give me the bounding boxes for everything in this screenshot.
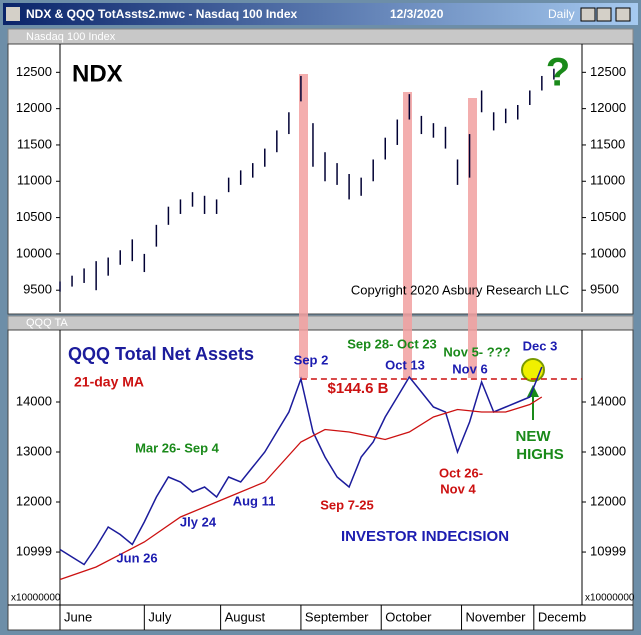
- y-tick-label: 11000: [590, 173, 625, 188]
- y-tick-label: 12500: [590, 64, 626, 79]
- window-title: NDX & QQQ TotAssts2.mwc - Nasdaq 100 Ind…: [26, 7, 298, 21]
- annotation: $144.6 B: [328, 380, 389, 397]
- unit-label: x10000000: [585, 593, 635, 604]
- legend-label: QQQ Total Net Assets: [68, 344, 254, 364]
- series-line: [59, 396, 543, 581]
- y-tick-label: 9500: [23, 282, 52, 297]
- y-tick-label: 12000: [590, 493, 626, 508]
- annotation: NEW: [516, 428, 552, 445]
- annotation: Sep 28- Oct 23: [347, 336, 437, 351]
- window-interval: Daily: [548, 7, 575, 21]
- y-tick-label: 14000: [16, 393, 52, 408]
- annotation: Aug 11: [233, 493, 276, 508]
- y-tick-label: 9500: [590, 282, 619, 297]
- y-tick-label: 10999: [16, 543, 52, 558]
- annotation: Nov 6: [452, 361, 487, 376]
- y-tick-label: 10000: [590, 245, 626, 260]
- annotation: Copyright 2020 Asbury Research LLC: [351, 282, 569, 297]
- annotation: Mar 26- Sep 4: [135, 440, 220, 455]
- close-button[interactable]: [615, 7, 631, 22]
- y-tick-label: 11500: [590, 136, 625, 151]
- x-tick-label: October: [385, 609, 432, 624]
- x-tick-label: November: [466, 609, 527, 624]
- annotation: INVESTOR INDECISION: [341, 528, 509, 545]
- highlight-band: [403, 92, 412, 378]
- annotation: Nov 4: [440, 481, 476, 496]
- annotation: HIGHS: [516, 446, 564, 463]
- window-date: 12/3/2020: [390, 7, 444, 21]
- highlight-band: [468, 98, 477, 378]
- annotation: Jly 24: [180, 514, 217, 529]
- highlight-bands: [299, 74, 477, 378]
- x-tick-label: September: [305, 609, 369, 624]
- annotation: Nov 5- ???: [443, 344, 510, 359]
- window-buttons[interactable]: [580, 7, 631, 22]
- x-tick-label: July: [148, 609, 172, 624]
- y-tick-label: 11000: [17, 173, 52, 188]
- y-tick-label: 10500: [590, 209, 626, 224]
- y-tick-label: 12000: [16, 493, 52, 508]
- app-icon: [6, 7, 20, 21]
- highlight-band: [299, 74, 308, 378]
- minimize-button[interactable]: [580, 7, 596, 22]
- y-tick-label: 10999: [590, 543, 626, 558]
- annotation: Sep 7-25: [320, 497, 373, 512]
- pane-body: [7, 43, 634, 315]
- annotation: Oct 26-: [439, 465, 483, 480]
- y-tick-label: 12000: [16, 100, 52, 115]
- pane-title: QQQ TA: [26, 317, 68, 329]
- pane-header: [7, 315, 634, 331]
- title-bar: [3, 3, 638, 25]
- annotation: ?: [546, 51, 570, 95]
- annotation: Oct 13: [385, 357, 425, 372]
- pane-title: Nasdaq 100 Index: [26, 31, 116, 43]
- y-tick-label: 13000: [590, 443, 626, 458]
- y-tick-label: 12000: [590, 100, 626, 115]
- annotation: Jun 26: [116, 550, 157, 565]
- annotation: Sep 2: [294, 352, 329, 367]
- y-tick-label: 10000: [16, 245, 52, 260]
- legend-label: 21-day MA: [74, 374, 144, 390]
- maximize-button[interactable]: [596, 7, 612, 22]
- y-tick-label: 14000: [590, 393, 626, 408]
- annotation: Dec 3: [523, 338, 558, 353]
- x-tick-label: Decemb: [538, 609, 586, 624]
- unit-label: x10000000: [11, 593, 61, 604]
- x-tick-label: June: [64, 609, 92, 624]
- x-tick-label: August: [225, 609, 266, 624]
- y-tick-label: 12500: [16, 64, 52, 79]
- annotation: NDX: [72, 60, 123, 87]
- y-tick-label: 13000: [16, 443, 52, 458]
- series-line: [59, 366, 543, 566]
- y-tick-label: 11500: [17, 136, 52, 151]
- y-tick-label: 10500: [16, 209, 52, 224]
